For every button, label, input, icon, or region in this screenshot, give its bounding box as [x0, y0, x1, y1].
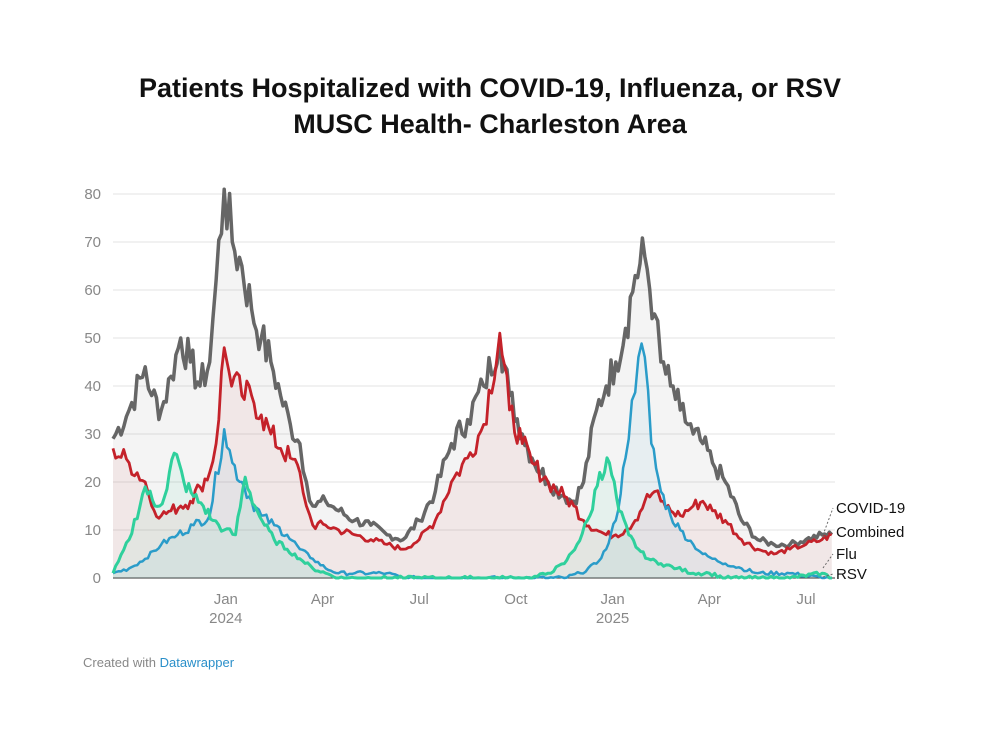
area-flu [113, 343, 832, 578]
x-tick-year-label: 2024 [209, 610, 242, 627]
x-tick-label: Jul [410, 591, 429, 608]
x-axis: Jan 2024 Apr Jul Oct Jan 2025 Apr Jul [209, 591, 815, 627]
title-block: Patients Hospitalized with COVID-19, Inf… [60, 70, 920, 142]
x-tick-label: Apr [698, 591, 721, 608]
line-layer [111, 187, 834, 580]
x-tick-label: Oct [504, 591, 528, 608]
legend-connector [822, 553, 834, 569]
line-rsv [111, 451, 832, 580]
legend-connector [822, 573, 834, 578]
legend-label-flu: Flu [836, 546, 857, 563]
chart-subtitle: MUSC Health- Charleston Area [293, 109, 687, 139]
legend-labels: COVID-19 Combined Flu RSV [822, 500, 905, 583]
y-tick-label: 50 [84, 330, 101, 347]
y-tick-label: 30 [84, 426, 101, 443]
y-tick-label: 70 [84, 234, 101, 251]
chart-title: Patients Hospitalized with COVID-19, Inf… [138, 73, 842, 103]
legend-label-combined: Combined [836, 524, 904, 541]
legend-label-covid-19: COVID-19 [836, 500, 905, 517]
y-axis: 0 10 20 30 40 50 60 70 80 [84, 186, 101, 587]
x-tick-year-label: 2025 [596, 610, 629, 627]
y-tick-label: 0 [93, 570, 101, 587]
area-covid-19 [113, 333, 832, 578]
area-layer [113, 189, 832, 578]
footer-prefix: Created with [83, 655, 160, 670]
x-tick-label: Jul [796, 591, 815, 608]
legend-connector [822, 531, 834, 538]
footer-credit: Created with Datawrapper [83, 655, 234, 670]
y-tick-label: 10 [84, 522, 101, 539]
y-tick-label: 20 [84, 474, 101, 491]
y-tick-label: 60 [84, 282, 101, 299]
y-tick-label: 80 [84, 186, 101, 203]
x-tick-label: Jan [601, 591, 625, 608]
x-tick-label: Apr [311, 591, 334, 608]
y-tick-label: 40 [84, 378, 101, 395]
line-combined [111, 187, 834, 550]
legend-label-rsv: RSV [836, 566, 867, 583]
legend-connector [822, 507, 834, 536]
datawrapper-link[interactable]: Datawrapper [159, 655, 235, 670]
area-rsv [113, 453, 832, 578]
x-tick-label: Jan [214, 591, 238, 608]
area-combined [113, 189, 832, 578]
line-covid-19 [111, 331, 833, 556]
